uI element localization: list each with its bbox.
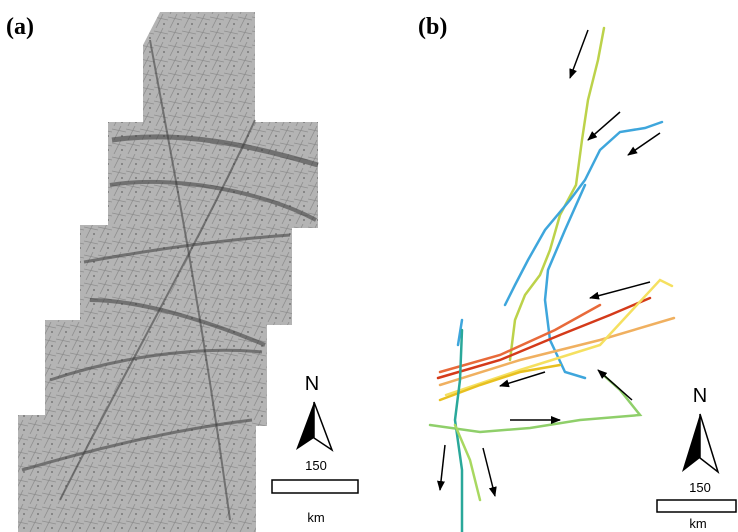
north-label: N [693,385,707,407]
image-mosaic [18,12,318,532]
scale-bar: 150 km [272,458,358,525]
scale-value: 150 [689,480,711,495]
scale-unit: km [307,510,324,525]
scale-bar: 150 km [657,480,736,531]
panel-b: (b) N 150 km [418,14,736,532]
scale-value: 150 [305,458,327,473]
north-label: N [305,373,319,395]
panel-label: (b) [418,14,447,40]
north-arrow: N [296,373,332,450]
panel-label: (a) [6,14,34,40]
panel-a: (a) N 150 km [6,12,358,532]
north-arrow: N [682,385,718,472]
scale-unit: km [689,516,706,531]
lineaments [430,28,674,532]
figure: (a) N 150 km (b) [0,0,738,532]
